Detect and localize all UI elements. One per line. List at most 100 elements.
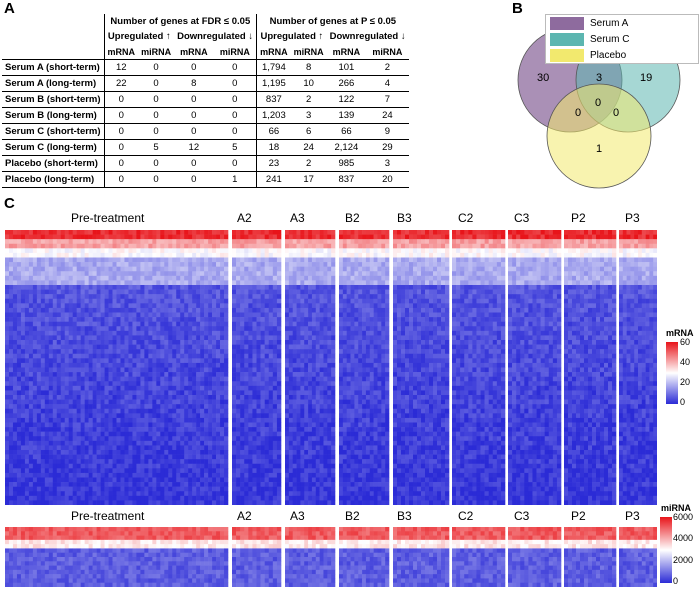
table-cell: 837 — [326, 171, 367, 188]
fdr-group-header: Number of genes at FDR ≤ 0.05 — [104, 14, 258, 29]
table-cell: 18 — [256, 139, 291, 156]
table-cell: 241 — [256, 171, 291, 188]
legend-swatch — [550, 16, 584, 30]
row-label: Serum C (short-term) — [2, 123, 105, 140]
table-cell: 0 — [138, 59, 175, 76]
heatmap-block — [452, 527, 506, 587]
table-row: Serum C (long-term) 0 5 12 5 18 24 2,124 29 — [2, 139, 409, 156]
mrna-group-label: A2 — [237, 211, 252, 225]
mrna-tick: 60 — [680, 337, 691, 347]
legend-item-placebo: Placebo — [546, 47, 698, 63]
table-cell: 2 — [290, 155, 327, 172]
table-cell: 24 — [366, 107, 409, 124]
row-label: Serum C (long-term) — [2, 139, 105, 156]
table-cell: 2,124 — [326, 139, 367, 156]
table-cell: 24 — [290, 139, 327, 156]
panel-label-b: B — [512, 0, 523, 17]
table-cell: 0 — [213, 91, 258, 108]
table-cell: 0 — [138, 171, 175, 188]
table-cell: 0 — [174, 91, 214, 108]
row-label: Placebo (short-term) — [2, 155, 105, 172]
panel-label-c: C — [4, 195, 15, 212]
table-cell: 1,203 — [256, 107, 291, 124]
heatmap-block — [232, 527, 282, 587]
mrna-group-label: P3 — [625, 211, 640, 225]
table-cell: 7 — [366, 91, 409, 108]
gene-count-table: Number of genes at FDR ≤ 0.05 Number of … — [2, 14, 409, 188]
p-group-header: Number of genes at P ≤ 0.05 — [269, 16, 397, 27]
row-label: Serum A (short-term) — [2, 59, 105, 76]
mrna-group-label: A3 — [290, 211, 305, 225]
table-row: Serum A (short-term) 12 0 0 0 1,794 8 101 2 — [2, 59, 409, 76]
col-header-mirna: miRNA — [138, 44, 175, 60]
heatmap-block — [339, 230, 390, 505]
table-cell: 985 — [326, 155, 367, 172]
table-cell: 122 — [326, 91, 367, 108]
fdr-down-header: Downregulated ↓ — [174, 29, 258, 44]
venn-count-c-only: 19 — [640, 72, 653, 84]
table-cell: 20 — [366, 171, 409, 188]
table-cell: 12 — [104, 59, 139, 76]
mrna-group-label: Pre-treatment — [71, 211, 145, 225]
table-row: Placebo (short-term) 0 0 0 0 23 2 985 3 — [2, 155, 409, 172]
table-cell: 0 — [174, 155, 214, 172]
table-cell: 0 — [174, 123, 214, 140]
venn-count-p-only: 1 — [596, 143, 603, 155]
mrna-colorbar — [666, 342, 678, 404]
panel-label-a: A — [4, 0, 15, 17]
table-cell: 5 — [213, 139, 258, 156]
legend-swatch — [550, 48, 584, 62]
heatmap-block — [619, 527, 657, 587]
table-cell: 4 — [366, 75, 409, 92]
table-cell: 8 — [174, 75, 214, 92]
col-header-mirna: miRNA — [290, 44, 327, 60]
table-cell: 12 — [174, 139, 214, 156]
table-cell: 2 — [366, 59, 409, 76]
table-cell: 0 — [104, 123, 139, 140]
mrna-group-label: P2 — [571, 211, 586, 225]
table-cell: 9 — [366, 123, 409, 140]
table-cell: 0 — [213, 123, 258, 140]
legend-item-serum-c: Serum C — [546, 31, 698, 47]
heatmap-block — [564, 527, 617, 587]
table-cell: 22 — [104, 75, 139, 92]
mrna-tick: 40 — [680, 357, 691, 367]
venn-count-c-p: 0 — [613, 107, 620, 119]
mirna-group-label: P3 — [625, 509, 640, 523]
venn-count-all: 0 — [595, 97, 602, 109]
col-header-mrna: mRNA — [326, 44, 367, 60]
venn-legend: Serum A Serum C Placebo — [545, 14, 699, 64]
row-label: Serum B (short-term) — [2, 91, 105, 108]
heatmap-block — [452, 230, 506, 505]
table-cell: 0 — [213, 155, 258, 172]
venn-count-a-p: 0 — [575, 107, 582, 119]
col-header-mirna: miRNA — [213, 44, 258, 60]
heatmap-block — [508, 527, 562, 587]
mirna-heatmap — [5, 527, 657, 587]
mirna-group-label: B3 — [397, 509, 412, 523]
mrna-heatmap — [5, 230, 657, 505]
table-cell: 3 — [290, 107, 327, 124]
mirna-tick: 0 — [673, 576, 679, 586]
heatmap-block — [564, 230, 617, 505]
table-row: Serum B (long-term) 0 0 0 0 1,203 3 139 24 — [2, 107, 409, 124]
heatmap-block — [5, 527, 229, 587]
mirna-tick: 6000 — [673, 512, 694, 522]
legend-label: Serum C — [590, 33, 630, 45]
heatmap-block — [508, 230, 562, 505]
table-cell: 0 — [138, 91, 175, 108]
mirna-tick: 2000 — [673, 555, 694, 565]
mirna-group-label: B2 — [345, 509, 360, 523]
table-cell: 0 — [213, 75, 258, 92]
mirna-group-label: P2 — [571, 509, 586, 523]
col-header-mrna: mRNA — [256, 44, 291, 60]
table-row: Placebo (long-term) 0 0 0 1 241 17 837 20 — [2, 171, 409, 188]
table-cell: 139 — [326, 107, 367, 124]
table-cell: 0 — [174, 171, 214, 188]
p-down-header: Downregulated ↓ — [329, 31, 406, 42]
mrna-tick: 20 — [680, 377, 691, 387]
table-row: Serum C (short-term) 0 0 0 0 66 6 66 9 — [2, 123, 409, 140]
col-header-mrna: mRNA — [174, 44, 214, 60]
table-cell: 5 — [138, 139, 175, 156]
table-row: Serum B (short-term) 0 0 0 0 837 2 122 7 — [2, 91, 409, 108]
